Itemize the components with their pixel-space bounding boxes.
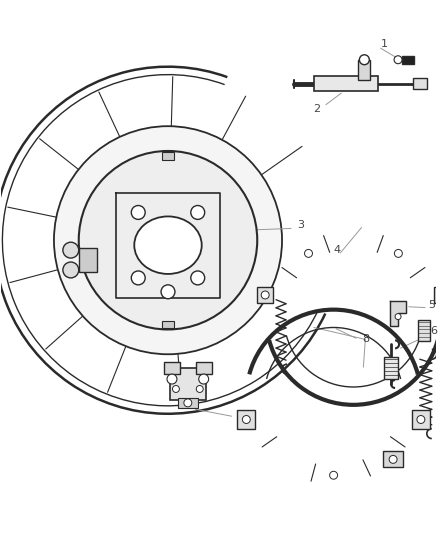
Polygon shape (390, 301, 406, 327)
Circle shape (131, 271, 145, 285)
Circle shape (167, 374, 177, 384)
Text: 7: 7 (236, 416, 243, 426)
Circle shape (389, 455, 397, 463)
Circle shape (63, 242, 79, 258)
Bar (79, 248, 97, 272)
Bar (237, 409, 255, 430)
Circle shape (330, 471, 338, 479)
Bar (434, 287, 438, 303)
Circle shape (394, 56, 402, 64)
Text: 8: 8 (362, 334, 369, 344)
Bar (257, 287, 273, 303)
Circle shape (360, 55, 369, 64)
Bar (402, 56, 414, 64)
Text: 2: 2 (313, 104, 320, 114)
Circle shape (304, 249, 312, 257)
Circle shape (261, 291, 269, 299)
Circle shape (242, 416, 250, 423)
Circle shape (109, 290, 124, 305)
Text: 3: 3 (297, 220, 304, 230)
Circle shape (191, 206, 205, 220)
Bar (178, 398, 198, 408)
Bar (314, 76, 378, 92)
Circle shape (212, 290, 227, 305)
Circle shape (173, 385, 180, 392)
Circle shape (394, 249, 403, 257)
Bar (170, 368, 206, 400)
Circle shape (395, 313, 401, 320)
Bar (164, 362, 180, 374)
Circle shape (417, 416, 425, 423)
Text: 1: 1 (381, 39, 388, 49)
Bar (418, 320, 430, 341)
Circle shape (199, 374, 208, 384)
Circle shape (79, 151, 257, 329)
Text: 4: 4 (333, 245, 340, 255)
Bar (196, 362, 212, 374)
Bar (412, 409, 430, 430)
Circle shape (131, 206, 145, 220)
Circle shape (184, 399, 192, 407)
Ellipse shape (134, 216, 202, 274)
Circle shape (109, 185, 124, 200)
Text: 6: 6 (430, 326, 437, 336)
Bar (358, 60, 370, 79)
Bar (162, 320, 174, 328)
Circle shape (196, 385, 203, 392)
Circle shape (191, 271, 205, 285)
Bar (413, 78, 427, 90)
Text: 5: 5 (428, 300, 435, 310)
Circle shape (212, 185, 227, 200)
Bar (162, 152, 174, 160)
Circle shape (54, 126, 282, 354)
Bar (383, 451, 403, 467)
Circle shape (161, 285, 175, 298)
Circle shape (63, 262, 79, 278)
Bar (384, 357, 398, 379)
